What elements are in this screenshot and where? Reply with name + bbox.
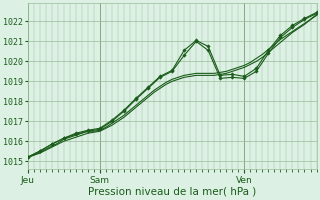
X-axis label: Pression niveau de la mer( hPa ): Pression niveau de la mer( hPa ): [88, 187, 256, 197]
